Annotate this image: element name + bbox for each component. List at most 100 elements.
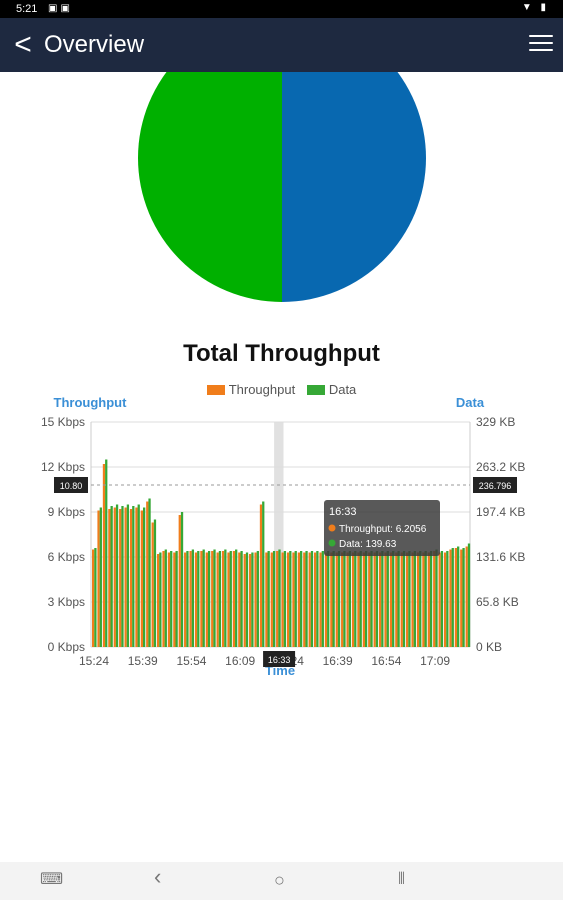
bar-throughput bbox=[378, 552, 382, 647]
y-tick-label-right: 65.8 KB bbox=[476, 595, 519, 609]
bar-throughput bbox=[460, 549, 463, 647]
bar-throughput bbox=[438, 552, 441, 647]
y-axis-right-title: Data bbox=[456, 395, 485, 410]
status-bar: 5:21 ▣▣ ▼ ▮ bbox=[0, 0, 563, 18]
pie-chart bbox=[138, 72, 426, 302]
bar-data bbox=[310, 551, 314, 647]
bar-data bbox=[300, 551, 303, 647]
bar-data bbox=[256, 551, 259, 647]
bar-data bbox=[364, 551, 368, 647]
y-tick-label-left: 0 Kbps bbox=[48, 640, 85, 654]
bar-data bbox=[348, 551, 352, 647]
bar-data bbox=[224, 549, 227, 647]
bar-data bbox=[207, 551, 211, 647]
image-icon: ▣▣ bbox=[48, 3, 73, 14]
bar-data bbox=[289, 551, 292, 647]
bar-throughput bbox=[373, 552, 376, 647]
keyboard-icon[interactable]: ⌨ bbox=[40, 871, 64, 888]
bar-throughput bbox=[156, 554, 160, 647]
bar-data bbox=[94, 548, 97, 647]
bar-throughput bbox=[102, 464, 106, 647]
bar-data bbox=[413, 551, 416, 647]
bar-throughput bbox=[211, 551, 214, 647]
tooltip-dot bbox=[328, 539, 336, 547]
bar-throughput bbox=[422, 552, 425, 647]
y-tick-label-left: 6 Kbps bbox=[48, 550, 85, 564]
x-tick-label: 15:24 bbox=[79, 654, 109, 668]
bar-throughput bbox=[124, 507, 127, 647]
bar-data bbox=[218, 551, 222, 647]
bar-throughput bbox=[449, 549, 452, 647]
legend-item-throughput[interactable]: Throughput bbox=[206, 382, 295, 397]
bar-data bbox=[164, 549, 167, 647]
bar-throughput bbox=[108, 509, 111, 647]
bar-throughput bbox=[389, 552, 393, 647]
bar-throughput bbox=[113, 507, 116, 647]
bar-data bbox=[272, 551, 276, 647]
bar-throughput bbox=[97, 510, 100, 647]
bar-throughput bbox=[265, 552, 268, 647]
bar-data bbox=[267, 551, 270, 647]
wifi-icon: ▼ ▮ bbox=[521, 2, 549, 13]
throughput-bar-chart[interactable]: Throughput Data 0 Kbps 3 Kbps 6 Kbps 9 Kbps 12… bbox=[0, 390, 563, 690]
bar-throughput bbox=[238, 552, 241, 647]
bar-throughput bbox=[173, 552, 176, 647]
y-tick-label-right: 197.4 KB bbox=[476, 505, 525, 519]
bar-throughput bbox=[259, 504, 263, 647]
bar-data bbox=[392, 551, 395, 647]
bar-throughput bbox=[406, 552, 409, 647]
bar-throughput bbox=[243, 554, 246, 647]
bar-throughput bbox=[433, 551, 436, 647]
menu-button[interactable] bbox=[529, 35, 553, 55]
bar-throughput bbox=[249, 554, 252, 647]
bar-throughput bbox=[146, 501, 149, 647]
y-tick-label-left: 9 Kbps bbox=[48, 505, 85, 519]
y-tick-label-right: 263.2 KB bbox=[476, 460, 525, 474]
bar-data bbox=[197, 551, 200, 647]
bar-data bbox=[337, 551, 341, 647]
bar-throughput bbox=[400, 552, 403, 647]
x-tick-label: 15:54 bbox=[176, 654, 206, 668]
legend-item-data[interactable]: Data bbox=[306, 382, 357, 397]
y-tick-label-right: 131.6 KB bbox=[476, 550, 525, 564]
chart-title: Total Throughput bbox=[183, 340, 380, 367]
bar-data bbox=[121, 506, 124, 647]
bar-data bbox=[327, 551, 330, 647]
home-icon[interactable]: ○ bbox=[274, 870, 285, 890]
app-bar: < Overview bbox=[0, 18, 563, 72]
legend-label: Data bbox=[328, 382, 357, 397]
bar-throughput bbox=[178, 515, 181, 647]
bar-throughput bbox=[254, 552, 257, 647]
crosshair-right-badge bbox=[473, 477, 517, 493]
crosshair-band bbox=[274, 422, 284, 647]
y-axis-left-title: Throughput bbox=[54, 395, 128, 410]
recents-icon[interactable]: ⦀ bbox=[398, 871, 406, 888]
bar-data bbox=[419, 551, 422, 647]
pie-slice bbox=[282, 72, 426, 302]
bar-throughput bbox=[308, 552, 311, 647]
bar-data bbox=[262, 501, 265, 647]
bar-data bbox=[343, 551, 346, 647]
bar-throughput bbox=[194, 552, 198, 647]
back-button[interactable]: < bbox=[10, 28, 36, 62]
bar-data bbox=[354, 551, 357, 647]
bar-throughput bbox=[216, 552, 219, 647]
bar-throughput bbox=[351, 552, 355, 647]
back-icon[interactable]: ‹ bbox=[154, 864, 162, 889]
crosshair-right-label: 236.796 bbox=[479, 481, 512, 491]
bar-data bbox=[143, 507, 146, 647]
bar-throughput bbox=[454, 548, 458, 647]
bar-data bbox=[180, 512, 184, 647]
bar-data bbox=[370, 551, 373, 647]
bar-throughput bbox=[292, 552, 295, 647]
bar-data bbox=[191, 549, 195, 647]
crosshair-x-label: 16:33 bbox=[268, 655, 291, 665]
bar-throughput bbox=[443, 552, 447, 647]
bar-throughput bbox=[270, 552, 273, 647]
bar-throughput bbox=[313, 552, 317, 647]
bar-throughput bbox=[319, 552, 322, 647]
bar-data bbox=[175, 551, 178, 647]
tooltip-line: Throughput: 6.2056 bbox=[339, 524, 427, 535]
hamburger-menu-icon bbox=[529, 35, 553, 51]
bar-throughput bbox=[297, 552, 301, 647]
